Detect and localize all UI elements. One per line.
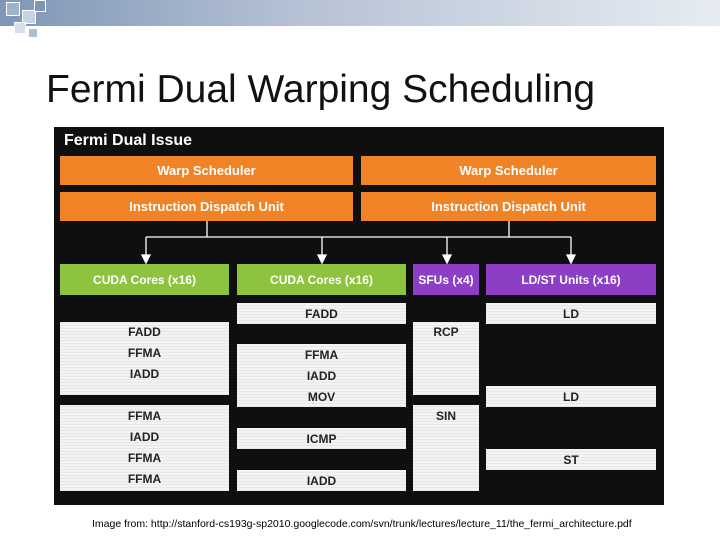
- instruction-label: FADD: [305, 307, 338, 321]
- ldst-instruction-block: ST: [486, 449, 656, 470]
- instruction-label: RCP: [433, 325, 459, 339]
- instruction-label: MOV: [307, 390, 336, 404]
- decor-square: [6, 2, 20, 16]
- instruction-label: FFMA: [127, 346, 162, 360]
- decor-square: [14, 22, 26, 34]
- arrow-head: [441, 254, 453, 265]
- diagram-title: Fermi Dual Issue: [64, 132, 193, 149]
- arrow-head: [140, 254, 152, 265]
- instruction-label: SIN: [435, 409, 456, 423]
- warp-scheduler-1: Warp Scheduler: [60, 156, 353, 185]
- instruction-label: FFMA: [127, 409, 162, 423]
- ldst-instruction-block: LD: [486, 386, 656, 407]
- arrow-head: [565, 254, 577, 265]
- instruction-label: ST: [563, 453, 579, 467]
- cuda1-instruction-block: FFMA IADD FFMA FFMA: [60, 405, 229, 491]
- cuda1-instruction-block: FADD FFMA IADD: [60, 322, 229, 395]
- instruction-label: FFMA: [127, 472, 162, 486]
- sfu-instruction-block: RCP: [413, 322, 479, 395]
- cuda2-instruction-block: FFMA IADD MOV: [237, 344, 406, 407]
- cuda2-instruction-block: ICMP: [237, 428, 406, 449]
- slide-title: Fermi Dual Warping Scheduling: [46, 68, 596, 111]
- ldst-instruction-block: LD: [486, 303, 656, 324]
- decor-square: [22, 10, 36, 24]
- cuda2-instruction-block: IADD: [237, 470, 406, 491]
- instruction-label: IADD: [129, 430, 160, 444]
- decor-square: [34, 0, 46, 12]
- dispatch-unit-1: Instruction Dispatch Unit: [60, 192, 353, 221]
- sfu-instruction-block: SIN: [413, 405, 479, 491]
- instruction-label: ICMP: [306, 432, 337, 446]
- instruction-label: IADD: [129, 367, 160, 381]
- unit-cuda-cores-1: CUDA Cores (x16): [60, 264, 229, 295]
- instruction-label: LD: [563, 307, 579, 321]
- fermi-diagram: Fermi Dual Issue Warp Scheduler Warp Sch…: [54, 127, 664, 505]
- dispatch-arrows: [140, 221, 577, 265]
- instruction-label: IADD: [306, 474, 337, 488]
- unit-sfus: SFUs (x4): [413, 264, 479, 295]
- slide-header-bar: [0, 0, 720, 26]
- unit-ldst: LD/ST Units (x16): [486, 264, 656, 295]
- instruction-label: IADD: [306, 369, 337, 383]
- cuda2-instruction-block: FADD: [237, 303, 406, 324]
- decor-square: [28, 28, 38, 38]
- dispatch-unit-2: Instruction Dispatch Unit: [361, 192, 656, 221]
- instruction-label: FFMA: [304, 348, 339, 362]
- image-source-caption: Image from: http://stanford-cs193g-sp201…: [92, 518, 632, 530]
- warp-scheduler-2: Warp Scheduler: [361, 156, 656, 185]
- instruction-label: FFMA: [127, 451, 162, 465]
- unit-cuda-cores-2: CUDA Cores (x16): [237, 264, 406, 295]
- instruction-label: LD: [563, 390, 579, 404]
- instruction-label: FADD: [128, 325, 161, 339]
- arrow-head: [316, 254, 328, 265]
